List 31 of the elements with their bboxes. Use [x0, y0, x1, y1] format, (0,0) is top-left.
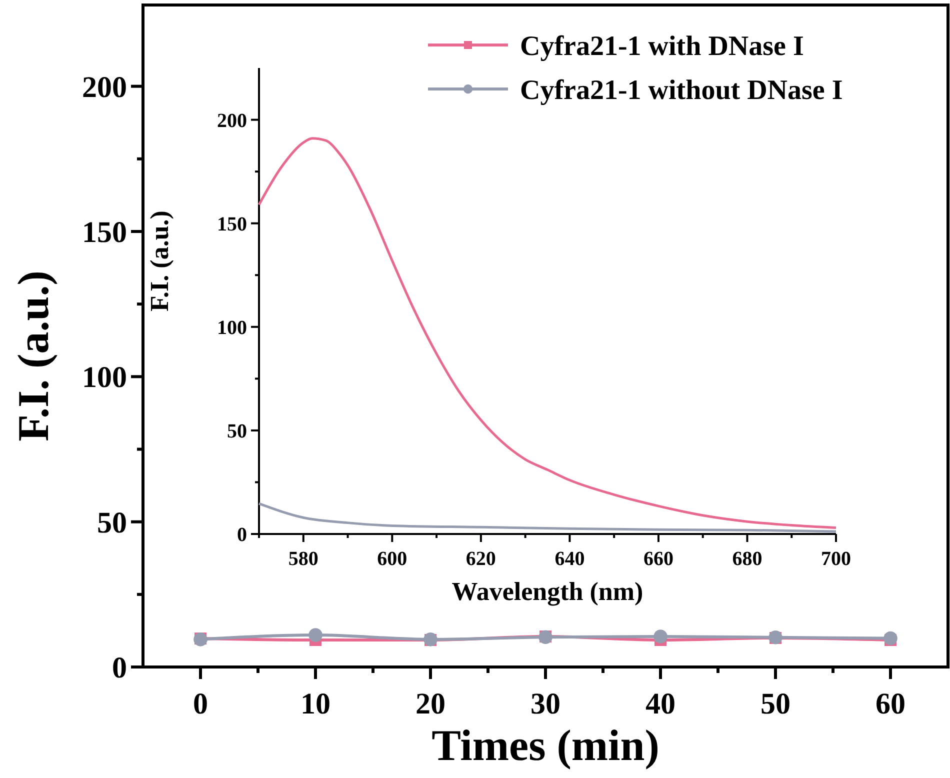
- y-tick-label: 0: [237, 524, 247, 546]
- y-axis-title: F.I. (a.u.): [145, 210, 174, 312]
- x-tick-label: 680: [732, 548, 762, 570]
- x-tick-label: 700: [821, 548, 851, 570]
- y-tick-label: 150: [82, 216, 127, 249]
- x-tick-label: 580: [288, 548, 318, 570]
- x-tick-label: 660: [643, 548, 674, 570]
- x-axis-title: Wavelength (nm): [452, 577, 644, 606]
- y-tick-label: 50: [97, 506, 127, 540]
- x-tick-label: 30: [530, 688, 560, 720]
- x-tick-label: 60: [876, 688, 906, 720]
- x-tick-label: 600: [377, 548, 408, 570]
- legend-label: Cyfra21-1 without DNase I: [520, 74, 843, 106]
- x-tick-label: 640: [554, 548, 585, 570]
- x-tick-label: 40: [646, 688, 676, 720]
- y-tick-label: 50: [227, 420, 247, 442]
- x-tick-label: 620: [466, 548, 496, 570]
- x-tick-label: 10: [300, 688, 330, 720]
- y-axis-title: F.I. (a.u.): [9, 270, 58, 442]
- y-tick-label: 150: [217, 213, 247, 236]
- y-tick-label: 0: [112, 652, 127, 684]
- legend-label: Cyfra21-1 with DNase I: [520, 30, 804, 62]
- y-tick-label: 100: [217, 316, 247, 339]
- y-tick-label: 200: [217, 110, 247, 132]
- x-tick-label: 20: [416, 688, 446, 720]
- x-axis-title: Times (min): [432, 721, 660, 770]
- y-tick-label: 100: [82, 361, 127, 394]
- line-series: [258, 137, 838, 530]
- y-tick-label: 200: [82, 70, 127, 104]
- x-tick-label: 50: [760, 688, 790, 720]
- x-tick-label: 0: [193, 688, 208, 720]
